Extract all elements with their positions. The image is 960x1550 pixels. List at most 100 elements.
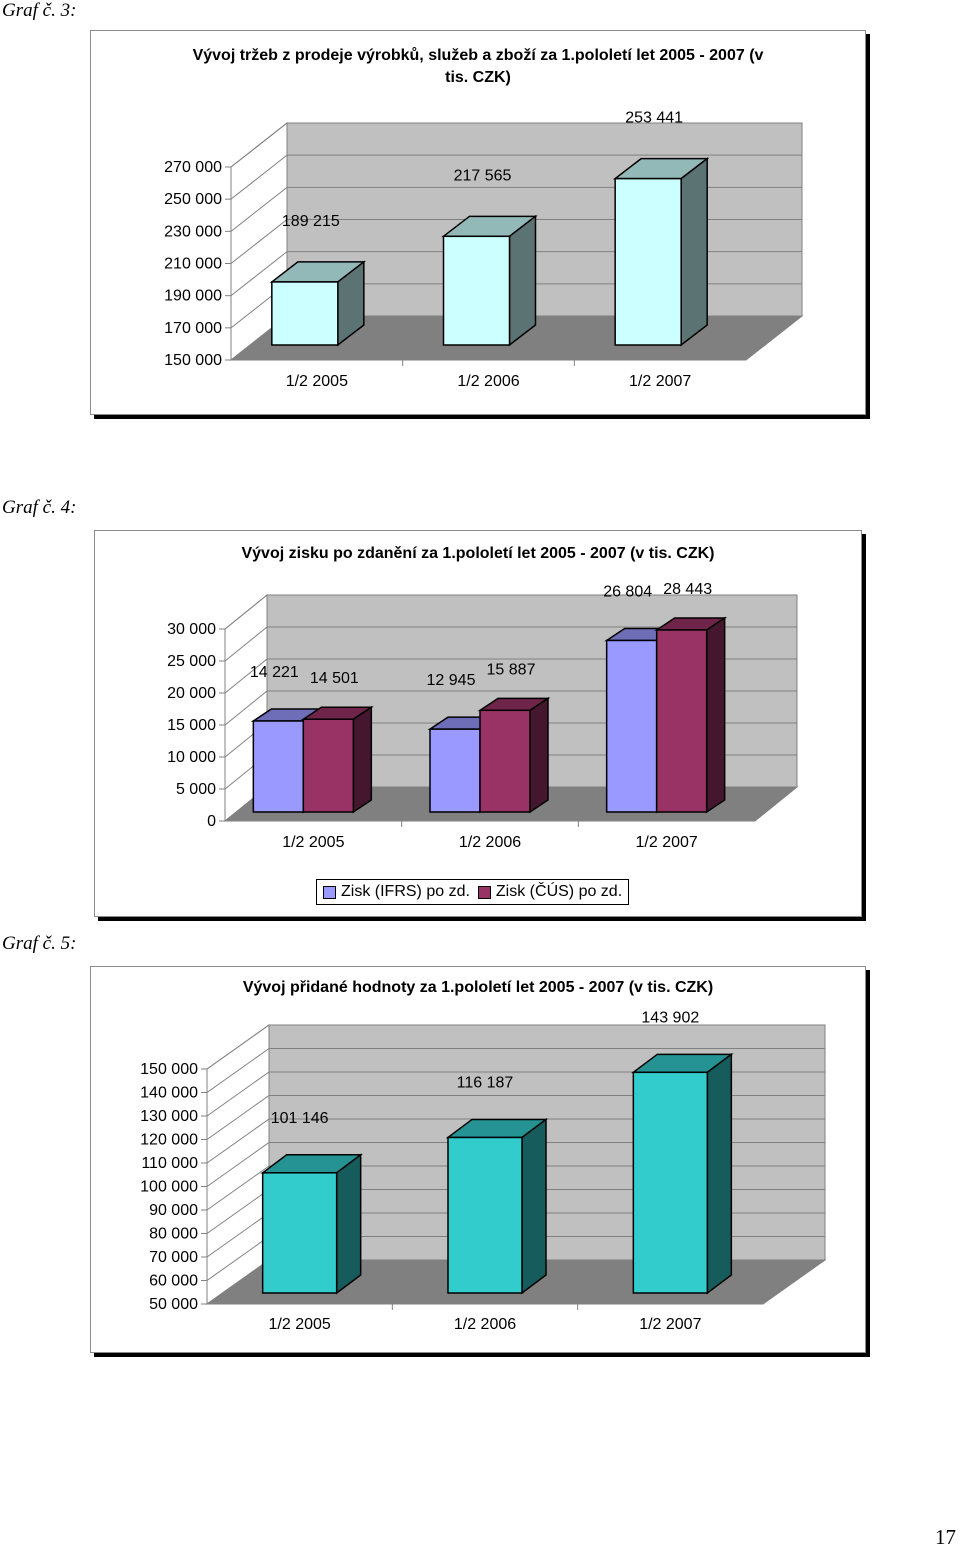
legend-item-cus: Zisk (ČÚS) po zd. [477, 883, 623, 901]
data-label: 253 441 [625, 110, 683, 127]
legend-swatch-ifrs [323, 885, 336, 899]
y-tick-label: 140 000 [140, 1085, 198, 1102]
bar [655, 629, 708, 813]
y-tick-label: 150 000 [140, 1061, 198, 1078]
bar-side [521, 1117, 547, 1295]
data-label: 26 804 [603, 583, 652, 600]
gridline-side [230, 122, 288, 168]
bar [632, 1071, 709, 1294]
gridline-side [206, 1236, 270, 1281]
x-tick-label: 1/2 2005 [286, 373, 348, 390]
gridline-side [206, 1165, 270, 1211]
y-tick-label: 50 000 [149, 1296, 198, 1313]
gridline-side [224, 690, 268, 726]
x-tick-label: 1/2 2006 [454, 1316, 516, 1333]
x-tick-label: 1/2 2007 [629, 373, 691, 390]
gridline-side [206, 1118, 270, 1164]
page-number: 17 [935, 1525, 956, 1549]
chart-value-added-title: Vývoj přidané hodnoty za 1.pololetí let … [242, 979, 714, 996]
chart-caption-1: Graf č. 3: [2, 0, 77, 21]
y-tick-label: 80 000 [149, 1226, 198, 1243]
gridline-side [206, 1024, 270, 1070]
gridline-side [206, 1071, 270, 1117]
y-tick-label: 100 000 [140, 1179, 198, 1196]
x-tick-label: 1/2 2006 [457, 373, 519, 390]
gridline-side [206, 1212, 270, 1258]
gridline-side [224, 658, 268, 694]
chart-profit-legend: Zisk (IFRS) po zd. Zisk (ČÚS) po zd. [316, 879, 630, 905]
legend-label-cus: Zisk (ČÚS) po zd. [495, 883, 623, 900]
x-tick-label: 1/2 2005 [282, 834, 344, 851]
y-tick-label: 25 000 [167, 653, 216, 670]
x-tick-label: 1/2 2007 [636, 834, 698, 851]
data-label: 14 501 [310, 670, 359, 687]
y-tick-label: 270 000 [164, 159, 222, 176]
bar-side [529, 696, 549, 814]
data-label: 101 146 [271, 1110, 329, 1127]
chart-value-added-plot: 50 000 60 000 70 000 80 000 90 000 100 000 110… [140, 1009, 827, 1333]
x-tick-label: 1/2 2007 [639, 1316, 701, 1333]
y-tick-label: 60 000 [149, 1273, 198, 1290]
bar [442, 235, 511, 346]
y-tick-label: 70 000 [149, 1249, 198, 1266]
gridline-side [206, 1189, 270, 1234]
y-tick-label: 30 000 [167, 621, 216, 638]
data-label: 14 221 [250, 664, 299, 681]
bar [261, 1172, 338, 1294]
bar [252, 720, 305, 813]
y-tick-label: 150 000 [164, 352, 222, 369]
x-tick-label: 1/2 2005 [269, 1316, 331, 1333]
gridline-side [230, 251, 288, 297]
bar [429, 728, 481, 813]
chart-revenue-plot: 150 000 170 000 190 000 210 000 230 000 250 0… [164, 110, 804, 390]
chart-profit-plot: 0 5 000 10 000 15 000 20 000 25 000 30 000 1/2 … [167, 581, 799, 851]
chart-caption-3: Graf č. 5: [2, 933, 77, 954]
gridline-side [224, 594, 268, 630]
y-tick-label: 210 000 [164, 256, 222, 273]
bar-side [705, 616, 726, 814]
y-tick-label: 230 000 [164, 223, 222, 240]
y-tick-label: 250 000 [164, 191, 222, 208]
bar-side [508, 214, 537, 347]
gridline-side [230, 154, 288, 200]
chart-value-added-frame: Vývoj přidané hodnoty za 1.pololetí let … [90, 966, 866, 1353]
bar [447, 1136, 523, 1294]
y-tick-label: 0 [207, 813, 216, 830]
bar [479, 709, 531, 813]
y-tick-label: 5 000 [176, 781, 216, 798]
data-label: 217 565 [454, 167, 512, 184]
data-label: 143 902 [641, 1009, 699, 1026]
data-label: 12 945 [427, 672, 476, 689]
gridline-side [230, 219, 288, 264]
bar-side [352, 705, 373, 814]
chart-profit-title: Vývoj zisku po zdanění za 1.pololetí let… [241, 545, 715, 562]
gridline-side [224, 626, 268, 662]
chart-revenue-frame: Vývoj tržeb z prodeje výrobků, služeb a … [90, 30, 866, 415]
y-tick-label: 90 000 [149, 1202, 198, 1219]
y-tick-label: 15 000 [167, 717, 216, 734]
y-tick-label: 20 000 [167, 685, 216, 702]
bar [302, 718, 355, 813]
gridline-side [206, 1095, 270, 1140]
data-label: 116 187 [457, 1074, 514, 1091]
bar-side [706, 1052, 733, 1295]
bar [614, 177, 682, 346]
bar [605, 639, 658, 813]
y-tick-label: 170 000 [164, 320, 222, 337]
gridline-side [230, 186, 288, 232]
data-label: 15 887 [487, 661, 536, 678]
y-tick-label: 110 000 [141, 1155, 198, 1172]
legend-swatch-cus [477, 885, 491, 899]
y-tick-label: 120 000 [140, 1132, 198, 1149]
gridline-side [206, 1142, 270, 1187]
chart-profit-frame: Vývoj zisku po zdanění za 1.pololetí let… [94, 530, 862, 917]
data-label: 28 443 [663, 581, 712, 598]
gridline-side [206, 1048, 270, 1093]
chart-revenue-title: Vývoj tržeb z prodeje výrobků, služeb a … [192, 47, 764, 86]
bar [271, 281, 339, 346]
y-tick-label: 190 000 [164, 288, 222, 305]
bar-side [680, 157, 708, 347]
legend-item-ifrs: Zisk (IFRS) po zd. [323, 883, 470, 901]
chart-caption-2: Graf č. 4: [2, 497, 77, 518]
y-tick-label: 130 000 [140, 1108, 198, 1125]
